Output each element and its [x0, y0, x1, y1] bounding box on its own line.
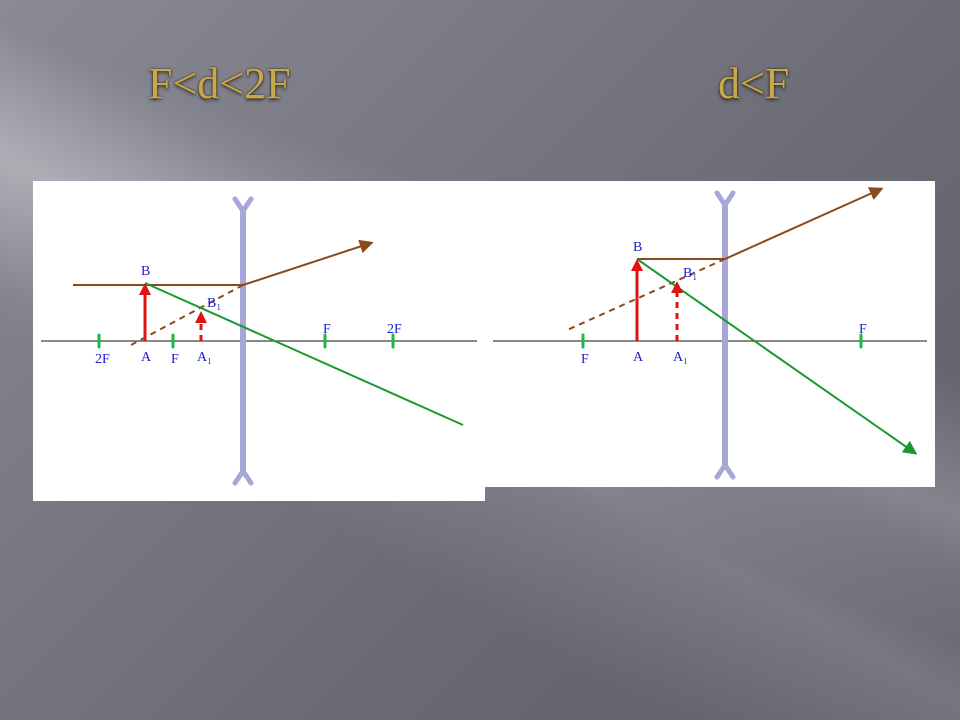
lens-diagram-left: 2F F F 2F A B A₁ B₁	[33, 181, 485, 501]
svg-text:B: B	[633, 240, 642, 255]
svg-text:A: A	[633, 350, 644, 365]
title-left: F<d<2F	[148, 58, 291, 109]
diagram-panel-right: F F A B A₁ B₁	[485, 181, 935, 487]
svg-text:F: F	[581, 352, 589, 367]
svg-text:2F: 2F	[95, 352, 110, 367]
svg-text:B₁: B₁	[683, 266, 697, 281]
svg-text:F: F	[171, 352, 179, 367]
lens-diagram-right: F F A B A₁ B₁	[485, 181, 935, 487]
svg-text:F: F	[323, 322, 331, 337]
diagram-panel-left: 2F F F 2F A B A₁ B₁	[33, 181, 485, 501]
svg-text:B₁: B₁	[207, 296, 221, 311]
slide-stage: F<d<2F d<F 2F F F 2F A B A₁ B₁ F F A B A₁ B₁	[0, 0, 960, 720]
svg-text:A₁: A₁	[673, 350, 688, 365]
svg-text:B: B	[141, 264, 150, 279]
svg-text:F: F	[859, 322, 867, 337]
svg-text:A₁: A₁	[197, 350, 212, 365]
svg-text:A: A	[141, 350, 152, 365]
title-right: d<F	[718, 58, 789, 109]
svg-text:2F: 2F	[387, 322, 402, 337]
